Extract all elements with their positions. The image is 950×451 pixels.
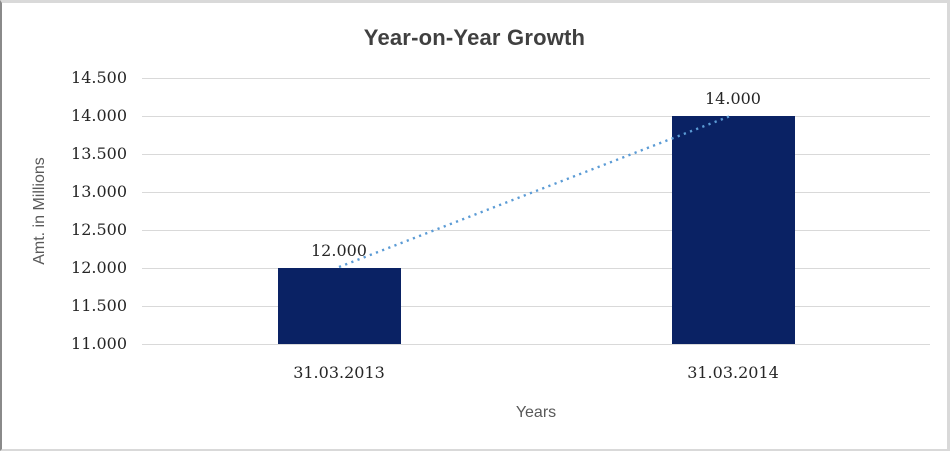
y-tick-label: 13.500 (71, 144, 127, 163)
bar-31.03.2013 (277, 268, 401, 344)
gridline (142, 116, 930, 117)
y-tick-label: 11.000 (71, 334, 127, 353)
bar-31.03.2014 (671, 116, 795, 344)
gridline (142, 306, 930, 307)
gridline (142, 344, 930, 345)
y-axis-title: Amt. in Millions (31, 157, 48, 265)
plot-area (142, 78, 930, 345)
gridline (142, 230, 930, 231)
y-tick-label: 14.500 (71, 68, 127, 87)
y-tick-label: 13.000 (71, 182, 127, 201)
gridline (142, 192, 930, 193)
data-label: 14.000 (705, 89, 761, 108)
gridline (142, 78, 930, 79)
x-tick-label: 31.03.2013 (293, 363, 385, 382)
chart-title: Year-on-Year Growth (363, 25, 586, 50)
y-tick-label: 14.000 (71, 106, 127, 125)
y-tick-label: 12.000 (71, 258, 127, 277)
gridline (142, 154, 930, 155)
x-tick-label: 31.03.2014 (687, 363, 779, 382)
y-tick-label: 12.500 (71, 220, 127, 239)
x-axis-title: Years (515, 404, 557, 421)
y-tick-label: 11.500 (71, 296, 127, 315)
gridline (142, 268, 930, 269)
data-label: 12.000 (311, 241, 367, 260)
